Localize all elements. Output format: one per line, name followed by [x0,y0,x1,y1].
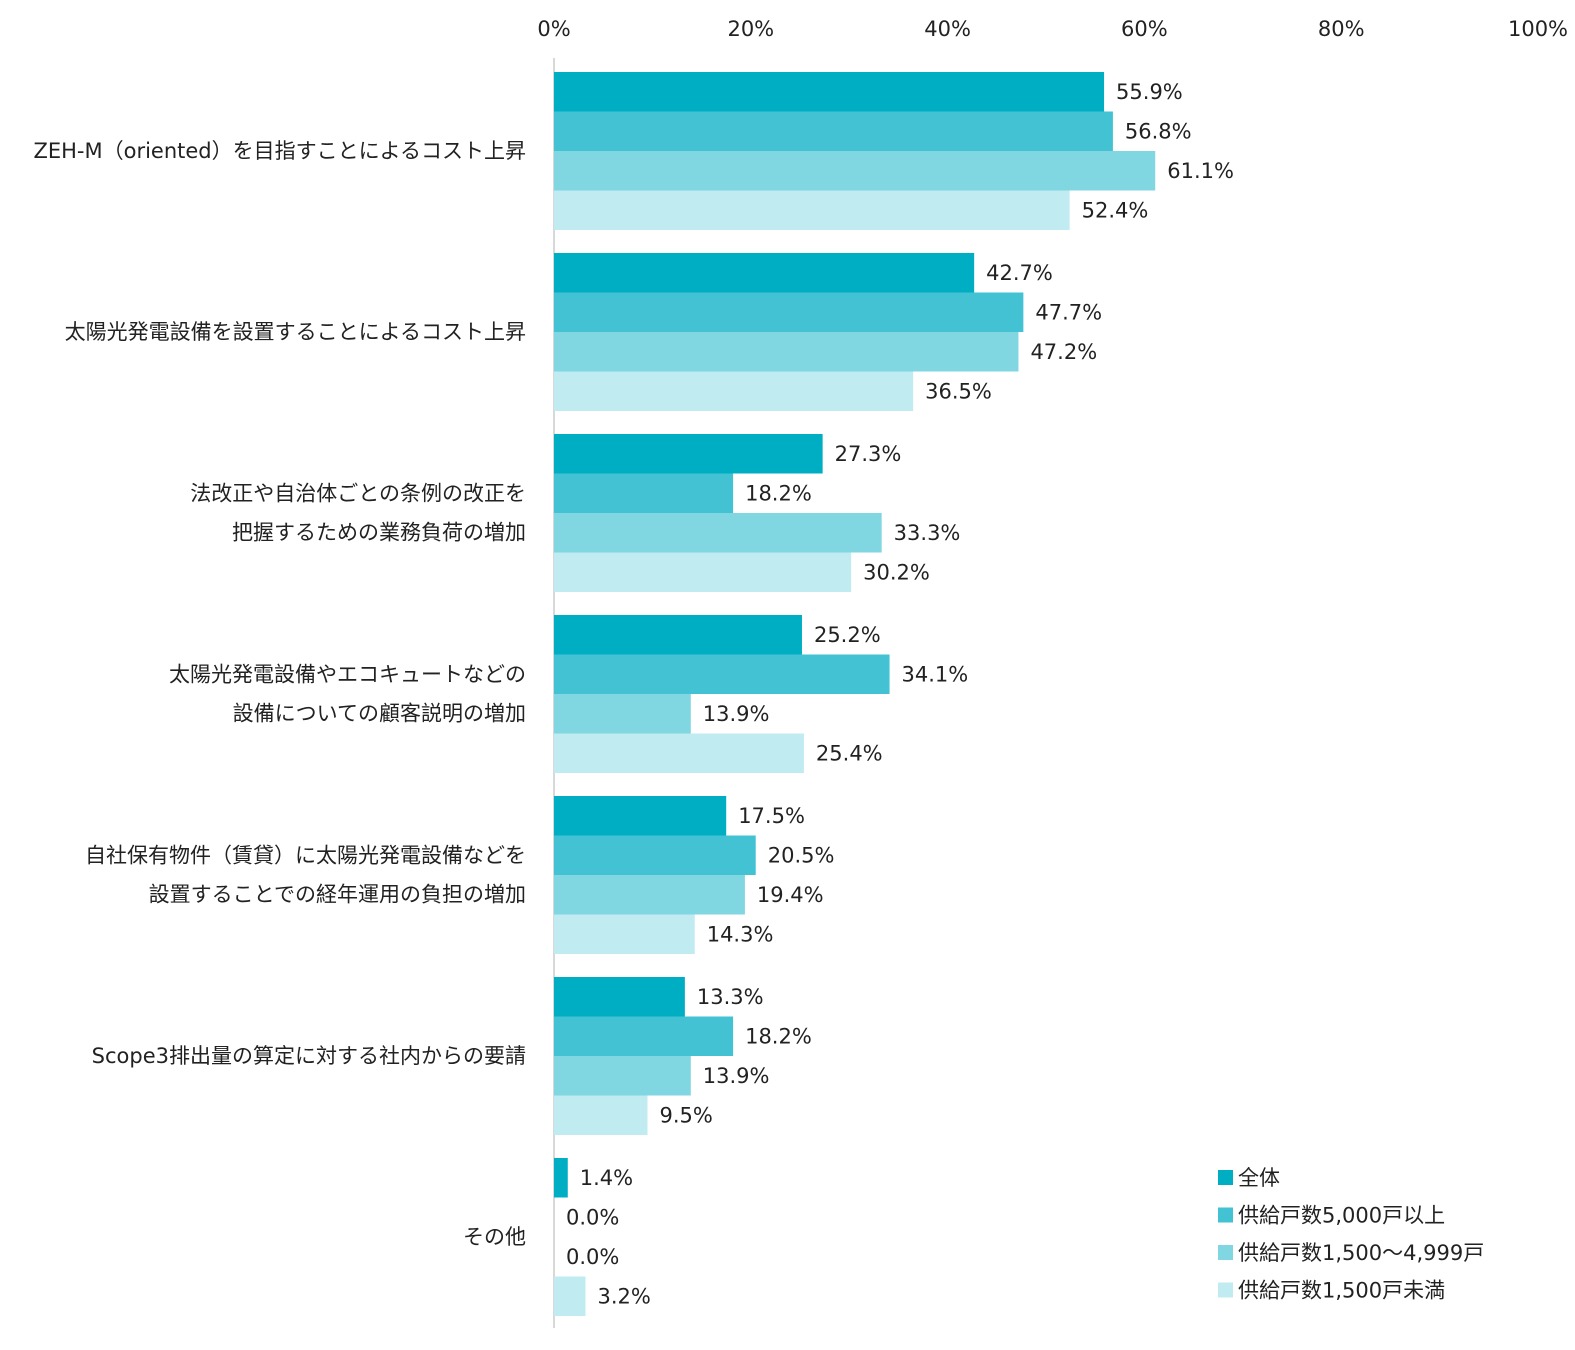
category-label: 設置することでの経年運用の負担の増加 [149,883,526,907]
bar [554,1056,691,1096]
data-label: 47.7% [1035,300,1102,324]
bar [554,292,1024,332]
data-label: 9.5% [659,1103,712,1127]
bar [554,694,691,734]
data-label: 36.5% [925,379,992,403]
bar [554,977,685,1017]
legend-label: 全体 [1238,1166,1280,1190]
bar [554,615,802,655]
legend-label: 供給戸数5,000戸以上 [1238,1204,1445,1228]
data-label: 13.9% [703,1064,770,1088]
bar [554,190,1070,230]
bar [554,552,852,592]
data-label: 27.3% [835,442,902,466]
data-label: 0.0% [566,1245,619,1269]
bar [554,875,745,915]
legend-label: 供給戸数1,500～4,999戸 [1238,1241,1484,1265]
data-label: 25.4% [816,741,883,765]
bar [554,1158,568,1198]
data-label: 56.8% [1125,119,1192,143]
category-label: ZEH-M（oriented）を目指すことによるコスト上昇 [33,139,526,163]
bar [554,332,1019,372]
legend-swatch [1218,1207,1233,1223]
legend-swatch [1218,1245,1233,1260]
legend-swatch [1218,1282,1233,1298]
data-label: 14.3% [707,922,774,946]
legend-label: 供給戸数1,500戸未満 [1238,1279,1445,1303]
category-label: Scope3排出量の算定に対する社内からの要請 [92,1044,526,1068]
bar [554,111,1113,151]
bar [554,513,882,553]
x-tick-label: 80% [1318,17,1365,41]
x-tick-label: 20% [727,17,774,41]
bar [554,1276,586,1316]
data-label: 13.9% [703,702,770,726]
bar [554,151,1156,191]
data-label: 3.2% [597,1284,650,1308]
legend-swatch [1218,1170,1233,1185]
category-label: 太陽光発電設備を設置することによるコスト上昇 [65,320,526,344]
x-tick-label: 0% [537,17,570,41]
bar [554,733,804,773]
data-label: 20.5% [768,843,835,867]
bar [554,835,756,875]
category-label: 太陽光発電設備やエコキュートなどの [169,663,526,687]
data-label: 42.7% [986,261,1053,285]
bar [554,654,890,694]
bar [554,72,1105,112]
bar [554,796,727,836]
bar [554,371,914,411]
category-label: 把握するための業務負荷の増加 [232,521,526,545]
x-tick-label: 60% [1121,17,1168,41]
data-label: 18.2% [745,481,812,505]
data-label: 18.2% [745,1024,812,1048]
data-label: 61.1% [1167,159,1234,183]
data-label: 13.3% [697,985,764,1009]
data-label: 52.4% [1082,198,1149,222]
bar [554,1016,734,1056]
bar [554,914,695,954]
data-label: 1.4% [580,1166,633,1190]
data-label: 33.3% [894,521,961,545]
category-label: 設備についての顧客説明の増加 [233,702,526,726]
category-label: その他 [463,1225,526,1249]
data-label: 25.2% [814,623,881,647]
bar [554,1095,648,1135]
bar [554,434,823,474]
data-label: 0.0% [566,1205,619,1229]
x-tick-label: 100% [1508,17,1568,41]
bar [554,253,975,293]
data-label: 19.4% [757,883,824,907]
x-tick-label: 40% [924,17,971,41]
data-label: 34.1% [902,662,969,686]
bar [554,473,734,513]
data-label: 30.2% [863,560,930,584]
category-label: 自社保有物件（賃貸）に太陽光発電設備などを [85,844,526,868]
data-label: 17.5% [738,804,805,828]
data-label: 47.2% [1030,340,1097,364]
category-label: 法改正や自治体ごとの条例の改正を [190,482,526,506]
data-label: 55.9% [1116,80,1183,104]
